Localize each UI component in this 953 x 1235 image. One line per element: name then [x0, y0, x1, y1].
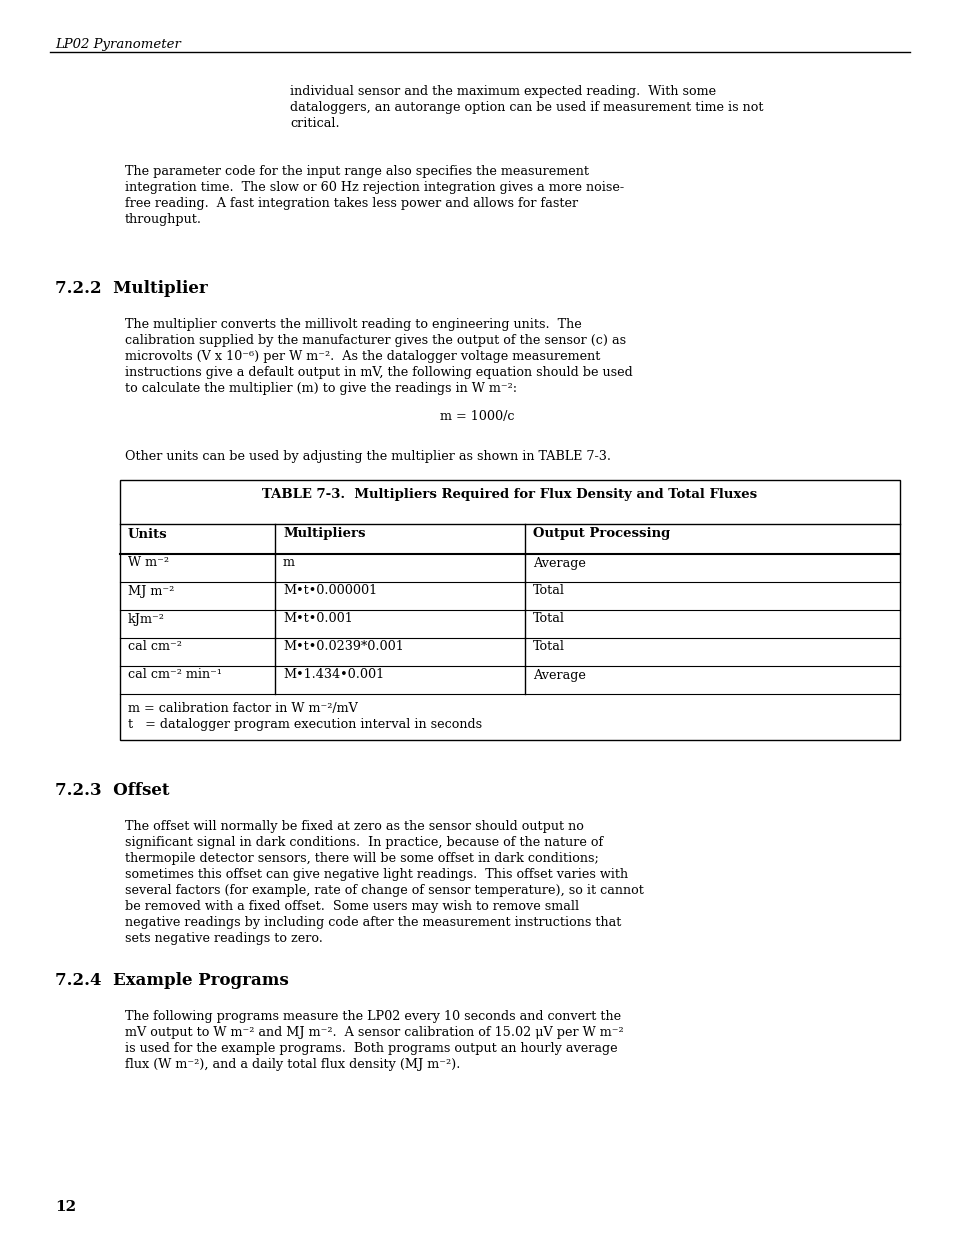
Text: cal cm⁻² min⁻¹: cal cm⁻² min⁻¹	[128, 668, 222, 682]
Text: instructions give a default output in mV, the following equation should be used: instructions give a default output in mV…	[125, 366, 632, 379]
Text: several factors (for example, rate of change of sensor temperature), so it canno: several factors (for example, rate of ch…	[125, 884, 643, 897]
Text: critical.: critical.	[290, 117, 339, 130]
Text: sometimes this offset can give negative light readings.  This offset varies with: sometimes this offset can give negative …	[125, 868, 627, 881]
Text: Multipliers: Multipliers	[283, 527, 365, 541]
Text: Output Processing: Output Processing	[533, 527, 670, 541]
Text: integration time.  The slow or 60 Hz rejection integration gives a more noise-: integration time. The slow or 60 Hz reje…	[125, 182, 623, 194]
Text: M•t•0.000001: M•t•0.000001	[283, 584, 376, 598]
Text: calibration supplied by the manufacturer gives the output of the sensor (c) as: calibration supplied by the manufacturer…	[125, 333, 625, 347]
Text: thermopile detector sensors, there will be some offset in dark conditions;: thermopile detector sensors, there will …	[125, 852, 598, 864]
Text: significant signal in dark conditions.  In practice, because of the nature of: significant signal in dark conditions. I…	[125, 836, 602, 848]
Text: Other units can be used by adjusting the multiplier as shown in TABLE 7-3.: Other units can be used by adjusting the…	[125, 450, 610, 463]
Text: The following programs measure the LP02 every 10 seconds and convert the: The following programs measure the LP02 …	[125, 1010, 620, 1023]
Text: throughput.: throughput.	[125, 212, 202, 226]
Text: m = calibration factor in W m⁻²/mV: m = calibration factor in W m⁻²/mV	[128, 701, 357, 715]
Text: microvolts (V x 10⁻⁶) per W m⁻².  As the datalogger voltage measurement: microvolts (V x 10⁻⁶) per W m⁻². As the …	[125, 350, 599, 363]
Text: M•t•0.001: M•t•0.001	[283, 613, 353, 625]
Text: to calculate the multiplier (m) to give the readings in W m⁻²:: to calculate the multiplier (m) to give …	[125, 382, 517, 395]
Text: W m⁻²: W m⁻²	[128, 557, 169, 569]
Text: Average: Average	[533, 668, 585, 682]
Text: TABLE 7-3.  Multipliers Required for Flux Density and Total Fluxes: TABLE 7-3. Multipliers Required for Flux…	[262, 488, 757, 501]
Text: LP02 Pyranometer: LP02 Pyranometer	[55, 38, 181, 51]
Text: dataloggers, an autorange option can be used if measurement time is not: dataloggers, an autorange option can be …	[290, 101, 762, 114]
Text: negative readings by including code after the measurement instructions that: negative readings by including code afte…	[125, 916, 620, 929]
Text: M•t•0.0239*0.001: M•t•0.0239*0.001	[283, 641, 403, 653]
Bar	[120, 480, 899, 740]
Text: Total: Total	[533, 584, 564, 598]
Text: Units: Units	[128, 527, 168, 541]
Text: MJ m⁻²: MJ m⁻²	[128, 584, 174, 598]
Text: m: m	[283, 557, 294, 569]
Text: M•1.434•0.001: M•1.434•0.001	[283, 668, 384, 682]
Text: 12: 12	[55, 1200, 76, 1214]
Text: be removed with a fixed offset.  Some users may wish to remove small: be removed with a fixed offset. Some use…	[125, 900, 578, 913]
Text: 7.2.3  Offset: 7.2.3 Offset	[55, 782, 170, 799]
Text: is used for the example programs.  Both programs output an hourly average: is used for the example programs. Both p…	[125, 1042, 617, 1055]
Text: Average: Average	[533, 557, 585, 569]
Text: Total: Total	[533, 613, 564, 625]
Text: flux (W m⁻²), and a daily total flux density (MJ m⁻²).: flux (W m⁻²), and a daily total flux den…	[125, 1058, 460, 1071]
Text: m = 1000/c: m = 1000/c	[439, 410, 514, 424]
Text: t   = datalogger program execution interval in seconds: t = datalogger program execution interva…	[128, 718, 481, 731]
Text: 7.2.2  Multiplier: 7.2.2 Multiplier	[55, 280, 208, 296]
Text: Total: Total	[533, 641, 564, 653]
Text: The offset will normally be fixed at zero as the sensor should output no: The offset will normally be fixed at zer…	[125, 820, 583, 832]
Text: mV output to W m⁻² and MJ m⁻².  A sensor calibration of 15.02 μV per W m⁻²: mV output to W m⁻² and MJ m⁻². A sensor …	[125, 1026, 623, 1039]
Text: cal cm⁻²: cal cm⁻²	[128, 641, 182, 653]
Text: sets negative readings to zero.: sets negative readings to zero.	[125, 932, 322, 945]
Text: 7.2.4  Example Programs: 7.2.4 Example Programs	[55, 972, 289, 989]
Text: The multiplier converts the millivolt reading to engineering units.  The: The multiplier converts the millivolt re…	[125, 317, 581, 331]
Text: individual sensor and the maximum expected reading.  With some: individual sensor and the maximum expect…	[290, 85, 716, 98]
Text: The parameter code for the input range also specifies the measurement: The parameter code for the input range a…	[125, 165, 588, 178]
Text: free reading.  A fast integration takes less power and allows for faster: free reading. A fast integration takes l…	[125, 198, 578, 210]
Text: kJm⁻²: kJm⁻²	[128, 613, 165, 625]
